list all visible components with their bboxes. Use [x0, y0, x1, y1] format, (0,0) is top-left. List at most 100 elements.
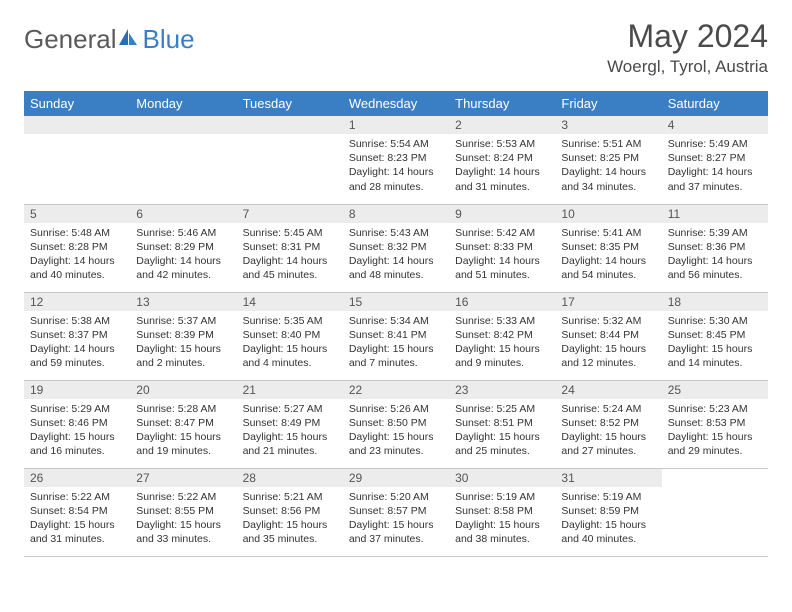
- day-number: 24: [555, 381, 661, 399]
- day-number: 7: [237, 205, 343, 223]
- day-number: 8: [343, 205, 449, 223]
- sunset-line: Sunset: 8:31 PM: [243, 240, 337, 254]
- day-number: 20: [130, 381, 236, 399]
- day-details: Sunrise: 5:27 AMSunset: 8:49 PMDaylight:…: [237, 399, 343, 465]
- sunset-line: Sunset: 8:52 PM: [561, 416, 655, 430]
- calendar-cell: 12Sunrise: 5:38 AMSunset: 8:37 PMDayligh…: [24, 292, 130, 380]
- calendar-cell: 24Sunrise: 5:24 AMSunset: 8:52 PMDayligh…: [555, 380, 661, 468]
- calendar-cell: 18Sunrise: 5:30 AMSunset: 8:45 PMDayligh…: [662, 292, 768, 380]
- daylight-line: Daylight: 15 hours and 2 minutes.: [136, 342, 230, 370]
- daylight-line: Daylight: 15 hours and 14 minutes.: [668, 342, 762, 370]
- daylight-line: Daylight: 15 hours and 9 minutes.: [455, 342, 549, 370]
- sunset-line: Sunset: 8:54 PM: [30, 504, 124, 518]
- calendar-week-row: 12Sunrise: 5:38 AMSunset: 8:37 PMDayligh…: [24, 292, 768, 380]
- day-details: Sunrise: 5:49 AMSunset: 8:27 PMDaylight:…: [662, 134, 768, 200]
- day-number: 23: [449, 381, 555, 399]
- calendar-cell: 4Sunrise: 5:49 AMSunset: 8:27 PMDaylight…: [662, 116, 768, 204]
- sunset-line: Sunset: 8:56 PM: [243, 504, 337, 518]
- day-header: Thursday: [449, 91, 555, 116]
- calendar-cell: 9Sunrise: 5:42 AMSunset: 8:33 PMDaylight…: [449, 204, 555, 292]
- daylight-line: Daylight: 14 hours and 48 minutes.: [349, 254, 443, 282]
- daylight-line: Daylight: 14 hours and 31 minutes.: [455, 165, 549, 193]
- day-details: Sunrise: 5:32 AMSunset: 8:44 PMDaylight:…: [555, 311, 661, 377]
- day-details: Sunrise: 5:37 AMSunset: 8:39 PMDaylight:…: [130, 311, 236, 377]
- calendar-cell: 5Sunrise: 5:48 AMSunset: 8:28 PMDaylight…: [24, 204, 130, 292]
- day-number: 17: [555, 293, 661, 311]
- day-details: Sunrise: 5:35 AMSunset: 8:40 PMDaylight:…: [237, 311, 343, 377]
- sunrise-line: Sunrise: 5:22 AM: [30, 490, 124, 504]
- sunrise-line: Sunrise: 5:54 AM: [349, 137, 443, 151]
- empty-daynum: [237, 116, 343, 134]
- sunrise-line: Sunrise: 5:33 AM: [455, 314, 549, 328]
- month-year: May 2024: [607, 18, 768, 55]
- day-details: Sunrise: 5:29 AMSunset: 8:46 PMDaylight:…: [24, 399, 130, 465]
- daylight-line: Daylight: 14 hours and 34 minutes.: [561, 165, 655, 193]
- calendar-week-row: 5Sunrise: 5:48 AMSunset: 8:28 PMDaylight…: [24, 204, 768, 292]
- sunset-line: Sunset: 8:49 PM: [243, 416, 337, 430]
- daylight-line: Daylight: 15 hours and 31 minutes.: [30, 518, 124, 546]
- calendar-cell: 7Sunrise: 5:45 AMSunset: 8:31 PMDaylight…: [237, 204, 343, 292]
- sunrise-line: Sunrise: 5:30 AM: [668, 314, 762, 328]
- day-header: Monday: [130, 91, 236, 116]
- sunset-line: Sunset: 8:41 PM: [349, 328, 443, 342]
- sunset-line: Sunset: 8:23 PM: [349, 151, 443, 165]
- daylight-line: Daylight: 15 hours and 4 minutes.: [243, 342, 337, 370]
- sunset-line: Sunset: 8:47 PM: [136, 416, 230, 430]
- calendar-cell: 29Sunrise: 5:20 AMSunset: 8:57 PMDayligh…: [343, 468, 449, 556]
- calendar-cell: 31Sunrise: 5:19 AMSunset: 8:59 PMDayligh…: [555, 468, 661, 556]
- calendar-cell: [237, 116, 343, 204]
- daylight-line: Daylight: 15 hours and 21 minutes.: [243, 430, 337, 458]
- calendar-week-row: 19Sunrise: 5:29 AMSunset: 8:46 PMDayligh…: [24, 380, 768, 468]
- sunrise-line: Sunrise: 5:48 AM: [30, 226, 124, 240]
- calendar-cell: 1 Sunrise: 5:54 AMSunset: 8:23 PMDaylight…: [343, 116, 449, 204]
- day-details: Sunrise: 5:43 AMSunset: 8:32 PMDaylight:…: [343, 223, 449, 289]
- calendar-table: SundayMondayTuesdayWednesdayThursdayFrid…: [24, 91, 768, 557]
- sunset-line: Sunset: 8:36 PM: [668, 240, 762, 254]
- day-details: Sunrise: 5:33 AMSunset: 8:42 PMDaylight:…: [449, 311, 555, 377]
- daylight-line: Daylight: 15 hours and 33 minutes.: [136, 518, 230, 546]
- calendar-cell: 10Sunrise: 5:41 AMSunset: 8:35 PMDayligh…: [555, 204, 661, 292]
- sunset-line: Sunset: 8:53 PM: [668, 416, 762, 430]
- sunset-line: Sunset: 8:33 PM: [455, 240, 549, 254]
- calendar-cell: 2Sunrise: 5:53 AMSunset: 8:24 PMDaylight…: [449, 116, 555, 204]
- sunrise-line: Sunrise: 5:20 AM: [349, 490, 443, 504]
- day-header: Tuesday: [237, 91, 343, 116]
- daylight-line: Daylight: 14 hours and 40 minutes.: [30, 254, 124, 282]
- calendar-cell: 22Sunrise: 5:26 AMSunset: 8:50 PMDayligh…: [343, 380, 449, 468]
- day-number: 1: [343, 116, 449, 134]
- day-number: 21: [237, 381, 343, 399]
- daylight-line: Daylight: 14 hours and 28 minutes.: [349, 165, 443, 193]
- day-details: Sunrise: 5:19 AMSunset: 8:58 PMDaylight:…: [449, 487, 555, 553]
- day-header: Sunday: [24, 91, 130, 116]
- daylight-line: Daylight: 15 hours and 19 minutes.: [136, 430, 230, 458]
- sunset-line: Sunset: 8:50 PM: [349, 416, 443, 430]
- day-details: Sunrise: 5:46 AMSunset: 8:29 PMDaylight:…: [130, 223, 236, 289]
- sunset-line: Sunset: 8:59 PM: [561, 504, 655, 518]
- daylight-line: Daylight: 15 hours and 7 minutes.: [349, 342, 443, 370]
- sunrise-line: Sunrise: 5:23 AM: [668, 402, 762, 416]
- sunrise-line: Sunrise: 5:49 AM: [668, 137, 762, 151]
- sunset-line: Sunset: 8:29 PM: [136, 240, 230, 254]
- day-number: 18: [662, 293, 768, 311]
- daylight-line: Daylight: 15 hours and 29 minutes.: [668, 430, 762, 458]
- day-details: Sunrise: 5:45 AMSunset: 8:31 PMDaylight:…: [237, 223, 343, 289]
- sunset-line: Sunset: 8:24 PM: [455, 151, 549, 165]
- daylight-line: Daylight: 15 hours and 23 minutes.: [349, 430, 443, 458]
- sunrise-line: Sunrise: 5:39 AM: [668, 226, 762, 240]
- calendar-cell: 17Sunrise: 5:32 AMSunset: 8:44 PMDayligh…: [555, 292, 661, 380]
- calendar-cell: 27Sunrise: 5:22 AMSunset: 8:55 PMDayligh…: [130, 468, 236, 556]
- day-number: 29: [343, 469, 449, 487]
- day-details: Sunrise: 5:48 AMSunset: 8:28 PMDaylight:…: [24, 223, 130, 289]
- calendar-cell: 28Sunrise: 5:21 AMSunset: 8:56 PMDayligh…: [237, 468, 343, 556]
- calendar-cell: [130, 116, 236, 204]
- day-number: 26: [24, 469, 130, 487]
- day-details: Sunrise: 5:42 AMSunset: 8:33 PMDaylight:…: [449, 223, 555, 289]
- day-details: Sunrise: 5:39 AMSunset: 8:36 PMDaylight:…: [662, 223, 768, 289]
- sunset-line: Sunset: 8:58 PM: [455, 504, 549, 518]
- day-number: 13: [130, 293, 236, 311]
- daylight-line: Daylight: 14 hours and 59 minutes.: [30, 342, 124, 370]
- sunset-line: Sunset: 8:39 PM: [136, 328, 230, 342]
- daylight-line: Daylight: 15 hours and 37 minutes.: [349, 518, 443, 546]
- day-number: 30: [449, 469, 555, 487]
- daylight-line: Daylight: 14 hours and 51 minutes.: [455, 254, 549, 282]
